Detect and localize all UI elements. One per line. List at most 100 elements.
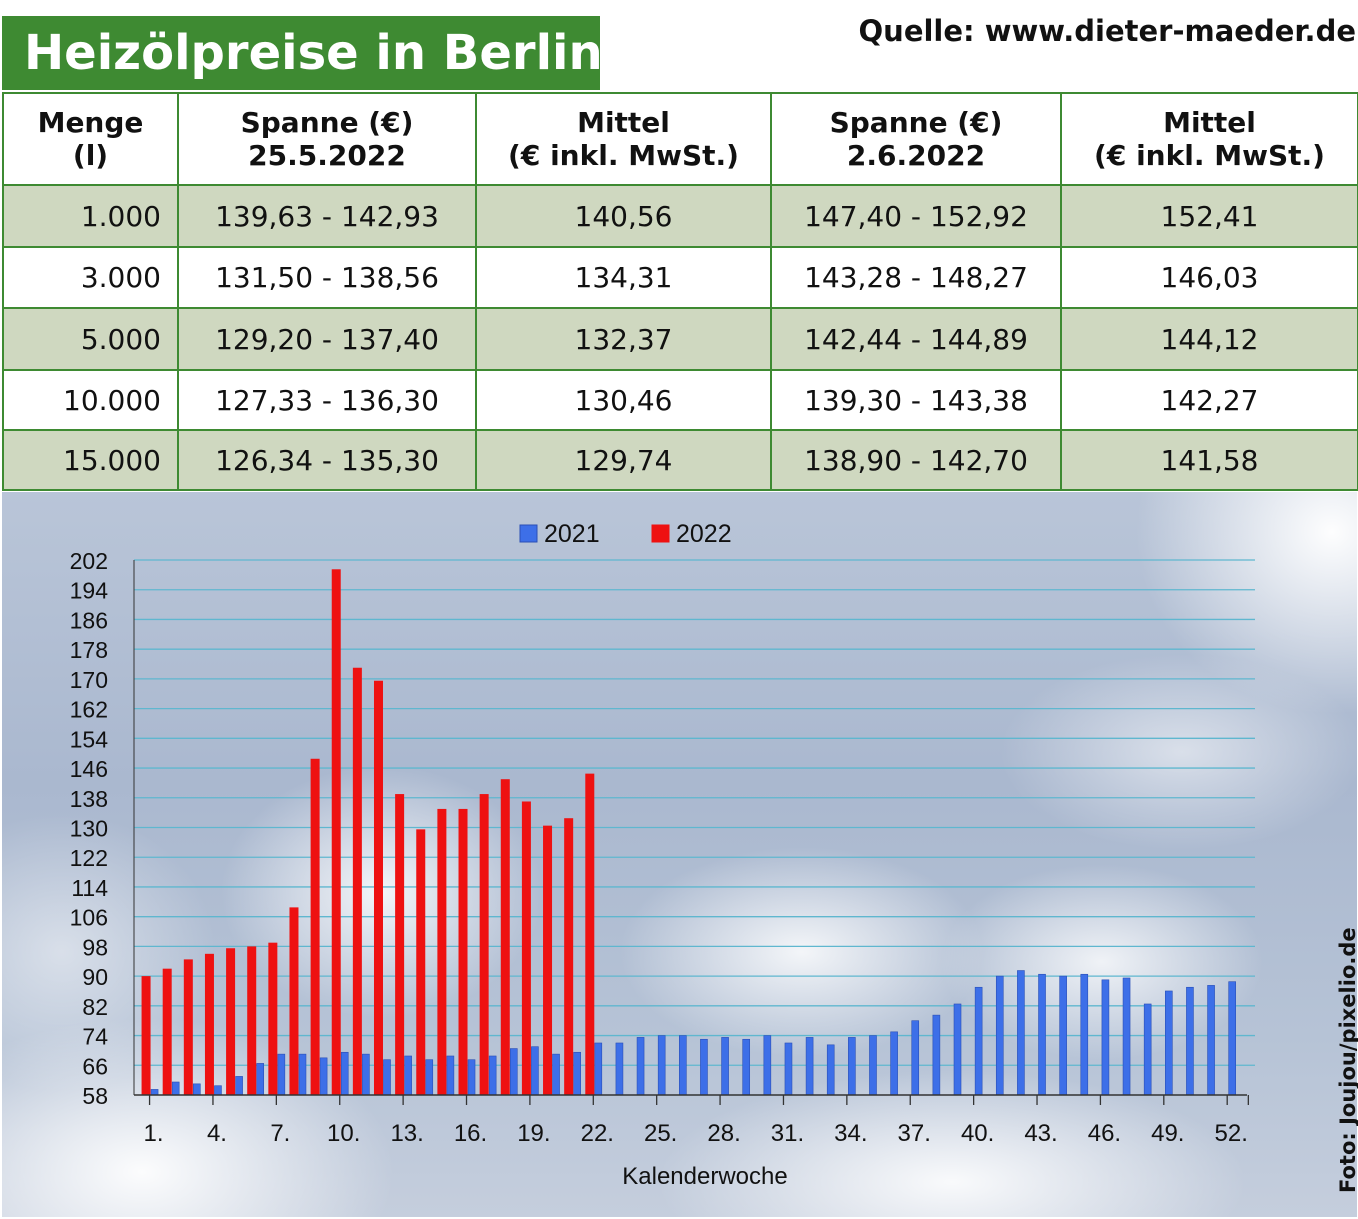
bar-2022 [521, 801, 531, 1095]
x-tick-label: 52. [1215, 1120, 1248, 1147]
header-quantity: Menge (l) [2, 92, 179, 186]
bar-2021 [573, 1051, 581, 1096]
bar-2022 [352, 667, 362, 1095]
bar-2022 [310, 758, 320, 1095]
cell-range-1: 131,50 - 138,56 [177, 246, 477, 309]
header-range-1: Spanne (€) 25.5.2022 [177, 92, 477, 186]
bar-2021 [319, 1057, 328, 1096]
table-row: 10.000 127,33 - 136,30 130,46 139,30 - 1… [2, 369, 1358, 431]
bar-2022 [268, 942, 278, 1095]
bar-2022 [141, 976, 151, 1095]
table-row: 1.000 139,63 - 142,93 140,56 147,40 - 15… [2, 184, 1358, 248]
y-tick-label: 90 [82, 964, 108, 990]
cell-range-1: 126,34 - 135,30 [177, 429, 477, 491]
cell-mean-1: 129,74 [475, 429, 772, 491]
cell-mean-2: 152,41 [1060, 184, 1358, 248]
cell-mean-1: 132,37 [475, 307, 772, 371]
bar-2022 [479, 794, 489, 1095]
bar-2021 [552, 1053, 560, 1096]
bar-2022 [183, 959, 193, 1095]
y-tick-label: 66 [82, 1053, 108, 1079]
y-tick-label: 162 [70, 697, 108, 723]
bar-2021 [1080, 973, 1089, 1096]
bar-2021 [467, 1059, 476, 1096]
bar-2021 [1143, 1003, 1152, 1096]
bar-2021 [869, 1035, 877, 1096]
header-mean-2: Mittel (€ inkl. MwSt.) [1060, 92, 1358, 186]
cell-mean-2: 146,03 [1060, 246, 1358, 309]
cell-mean-2: 142,27 [1060, 369, 1358, 431]
x-tick-label: 7. [270, 1120, 290, 1147]
bar-2021 [340, 1051, 349, 1096]
y-tick-label: 130 [70, 816, 108, 842]
bar-2022 [543, 825, 553, 1095]
bar-2021 [383, 1059, 391, 1096]
bar-2021 [826, 1044, 835, 1096]
bar-2021 [1101, 979, 1110, 1096]
bar-2021 [995, 975, 1004, 1096]
cell-range-2: 139,30 - 143,38 [770, 369, 1062, 431]
bar-2021 [531, 1046, 539, 1096]
page-title: Heizölpreise in Berlin [2, 16, 603, 90]
x-axis-label: Kalenderwoche [622, 1163, 787, 1190]
cell-quantity: 5.000 [2, 307, 179, 371]
bar-2022 [437, 808, 447, 1095]
legend-label-2022: 2022 [676, 520, 732, 548]
x-tick-label: 16. [454, 1120, 487, 1147]
photo-credit: Foto: Joujou/pixelio.de [1336, 927, 1358, 1193]
table-header-row: Menge (l) Spanne (€) 25.5.2022 Mittel (€ in… [2, 92, 1358, 186]
bar-2021 [362, 1053, 370, 1096]
bar-2021 [1186, 986, 1194, 1096]
table-row: 15.000 126,34 - 135,30 129,74 138,90 - 1… [2, 429, 1358, 491]
y-tick-label: 178 [70, 637, 108, 663]
bar-2021 [932, 1014, 941, 1096]
cell-mean-2: 144,12 [1060, 307, 1358, 371]
bar-2021 [848, 1037, 856, 1096]
x-tick-label: 31. [771, 1120, 804, 1147]
x-tick-label: 19. [517, 1120, 550, 1147]
bar-2021 [594, 1042, 603, 1096]
cell-quantity: 15.000 [2, 429, 179, 491]
y-tick-label: 106 [70, 905, 108, 931]
bar-2022 [204, 953, 214, 1095]
x-tick-label: 1. [144, 1120, 164, 1147]
x-tick-label: 10. [327, 1120, 360, 1147]
bar-2021 [1165, 990, 1173, 1096]
x-tick-label: 37. [898, 1120, 931, 1147]
x-tick-label: 49. [1151, 1120, 1184, 1147]
y-tick-label: 146 [70, 756, 108, 782]
cell-range-2: 147,40 - 152,92 [770, 184, 1062, 248]
bar-2021 [256, 1063, 265, 1096]
bar-2021 [721, 1037, 729, 1096]
y-tick-label: 122 [70, 845, 108, 871]
legend-swatch-2022 [651, 524, 670, 543]
bar-2022 [162, 968, 172, 1095]
bar-2021 [805, 1037, 814, 1096]
y-tick-label: 114 [71, 875, 108, 901]
cell-quantity: 1.000 [2, 184, 179, 248]
bar-2021 [974, 986, 983, 1096]
y-tick-label: 138 [70, 786, 108, 812]
x-tick-label: 13. [390, 1120, 423, 1147]
cell-mean-1: 130,46 [475, 369, 772, 431]
bar-2021 [235, 1076, 243, 1096]
bar-2021 [784, 1042, 793, 1096]
bars [141, 569, 1236, 1096]
cell-mean-2: 141,58 [1060, 429, 1358, 491]
bar-2021 [193, 1083, 201, 1096]
cell-mean-1: 140,56 [475, 184, 772, 248]
chart-area: 58 66 74 82 90 98 106 114 122 130 138 146 154 162 170 1… [2, 492, 1357, 1217]
bar-2022 [226, 948, 236, 1095]
bar-chart: 58 66 74 82 90 98 106 114 122 130 138 146 154 162 170 1… [70, 520, 1255, 1190]
y-tick-label: 58 [82, 1083, 108, 1109]
y-tick-label: 194 [70, 578, 109, 604]
table-row: 3.000 131,50 - 138,56 134,31 143,28 - 14… [2, 246, 1358, 309]
x-tick-label: 25. [644, 1120, 677, 1147]
header-mean-1: Mittel (€ inkl. MwSt.) [475, 92, 772, 186]
bar-2021 [446, 1055, 455, 1096]
bar-2022 [247, 946, 257, 1095]
bar-2021 [679, 1035, 687, 1096]
cell-range-1: 127,33 - 136,30 [177, 369, 477, 431]
bar-2021 [277, 1053, 286, 1096]
y-tick-label: 82 [82, 994, 108, 1020]
